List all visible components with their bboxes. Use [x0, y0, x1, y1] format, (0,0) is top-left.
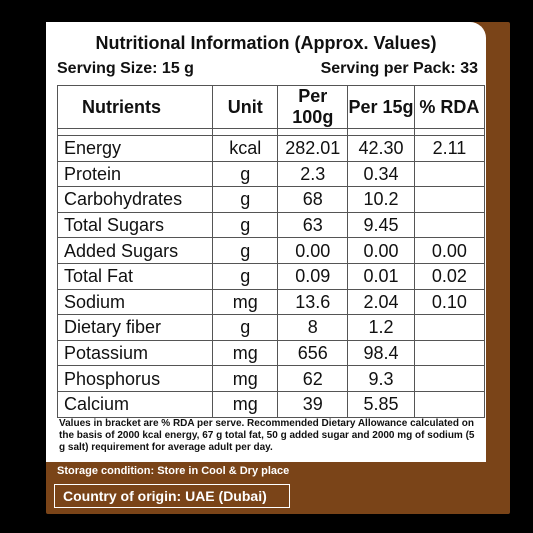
header-unit: Unit: [212, 85, 279, 129]
nutrient-name: Phosphorus: [56, 365, 214, 392]
per-100g-cell: 8: [277, 314, 349, 341]
nutrient-name: Total Fat: [56, 262, 214, 290]
unit-cell: g: [212, 211, 279, 239]
rda-footnote: Values in bracket are % RDA per serve. R…: [59, 418, 475, 453]
per-100g-cell: 656: [277, 339, 349, 367]
rda-cell: 2.11: [413, 135, 486, 162]
rda-cell: [413, 186, 486, 213]
per-100g-cell: 0.00: [277, 237, 349, 264]
nutrient-name: Calcium: [56, 390, 214, 418]
per-100g-cell: 62: [277, 365, 349, 392]
per-100g-cell: 63: [277, 211, 349, 239]
table-row: Energy kcal 282.01 42.30 2.11: [56, 135, 486, 162]
storage-condition: Storage condition: Store in Cool & Dry p…: [57, 465, 290, 477]
rda-cell: 0.02: [413, 262, 486, 290]
table-row: Added Sugars g 0.00 0.00 0.00: [56, 237, 486, 264]
rda-cell: [413, 339, 486, 367]
table-body: Energy kcal 282.01 42.30 2.11 Protein g 2.3 0.34…: [56, 128, 486, 418]
table-row: Sodium mg 13.6 2.04 0.10: [56, 288, 486, 316]
nutrient-name: Protein: [56, 160, 214, 188]
nutrient-name: Added Sugars: [56, 237, 214, 264]
per-15g-cell: 9.3: [347, 365, 415, 392]
serving-per-pack: Serving per Pack: 33: [320, 60, 478, 77]
unit-cell: mg: [212, 288, 279, 316]
per-100g-cell: 2.3: [277, 160, 349, 188]
rda-cell: [413, 390, 486, 418]
per-15g-cell: 0.01: [347, 262, 415, 290]
nutrient-name: Carbohydrates: [56, 186, 214, 213]
per-15g-cell: 9.45: [347, 211, 415, 239]
rda-cell: 0.00: [413, 237, 486, 264]
unit-cell: g: [212, 186, 279, 213]
unit-cell: g: [212, 160, 279, 188]
rda-cell: [413, 211, 486, 239]
table-row: Carbohydrates g 68 10.2: [56, 186, 486, 213]
serving-size: Serving Size: 15 g: [57, 60, 194, 77]
unit-cell: kcal: [212, 135, 279, 162]
unit-cell: mg: [212, 390, 279, 418]
nutrient-name: Dietary fiber: [56, 314, 214, 341]
rda-cell: [413, 314, 486, 341]
table-row: Calcium mg 39 5.85: [56, 390, 486, 418]
per-15g-cell: 0.34: [347, 160, 415, 188]
nutrient-name: Energy: [56, 135, 214, 162]
rda-cell: 0.10: [413, 288, 486, 316]
unit-cell: g: [212, 262, 279, 290]
header-per-100g: Per 100g: [277, 85, 349, 129]
nutrition-title: Nutritional Information (Approx. Values): [95, 33, 437, 53]
per-100g-cell: 282.01: [277, 135, 349, 162]
header-rda: % RDA: [413, 85, 486, 129]
unit-cell: g: [212, 237, 279, 264]
table-row: Phosphorus mg 62 9.3: [56, 365, 486, 392]
table-row: Protein g 2.3 0.34: [56, 160, 486, 188]
rda-cell: [413, 365, 486, 392]
per-15g-cell: 0.00: [347, 237, 415, 264]
table-row: Total Fat g 0.09 0.01 0.02: [56, 262, 486, 290]
nutrient-name: Potassium: [56, 339, 214, 367]
per-100g-cell: 39: [277, 390, 349, 418]
table-row: Total Sugars g 63 9.45: [56, 211, 486, 239]
per-15g-cell: 1.2: [347, 314, 415, 341]
per-100g-cell: 0.09: [277, 262, 349, 290]
country-of-origin: Country of origin: UAE (Dubai): [54, 484, 290, 508]
per-100g-cell: 68: [277, 186, 349, 213]
rda-cell: [413, 160, 486, 188]
table-row: Potassium mg 656 98.4: [56, 339, 486, 367]
table-row: Dietary fiber g 8 1.2: [56, 314, 486, 341]
per-15g-cell: 10.2: [347, 186, 415, 213]
unit-cell: mg: [212, 365, 279, 392]
unit-cell: mg: [212, 339, 279, 367]
nutrient-name: Sodium: [56, 288, 214, 316]
per-15g-cell: 5.85: [347, 390, 415, 418]
header-per-15g: Per 15g: [347, 85, 415, 129]
nutrition-card: Nutritional Information (Approx. Values)…: [46, 22, 486, 462]
table-spacer-row: [56, 128, 486, 136]
table-header-row: Nutrients Unit Per 100g Per 15g % RDA: [56, 85, 486, 129]
header-nutrients: Nutrients: [56, 85, 214, 129]
nutrition-table: Nutrients Unit Per 100g Per 15g % RDA En…: [56, 85, 486, 418]
per-100g-cell: 13.6: [277, 288, 349, 316]
nutrient-name: Total Sugars: [56, 211, 214, 239]
per-15g-cell: 98.4: [347, 339, 415, 367]
per-15g-cell: 42.30: [347, 135, 415, 162]
per-15g-cell: 2.04: [347, 288, 415, 316]
unit-cell: g: [212, 314, 279, 341]
